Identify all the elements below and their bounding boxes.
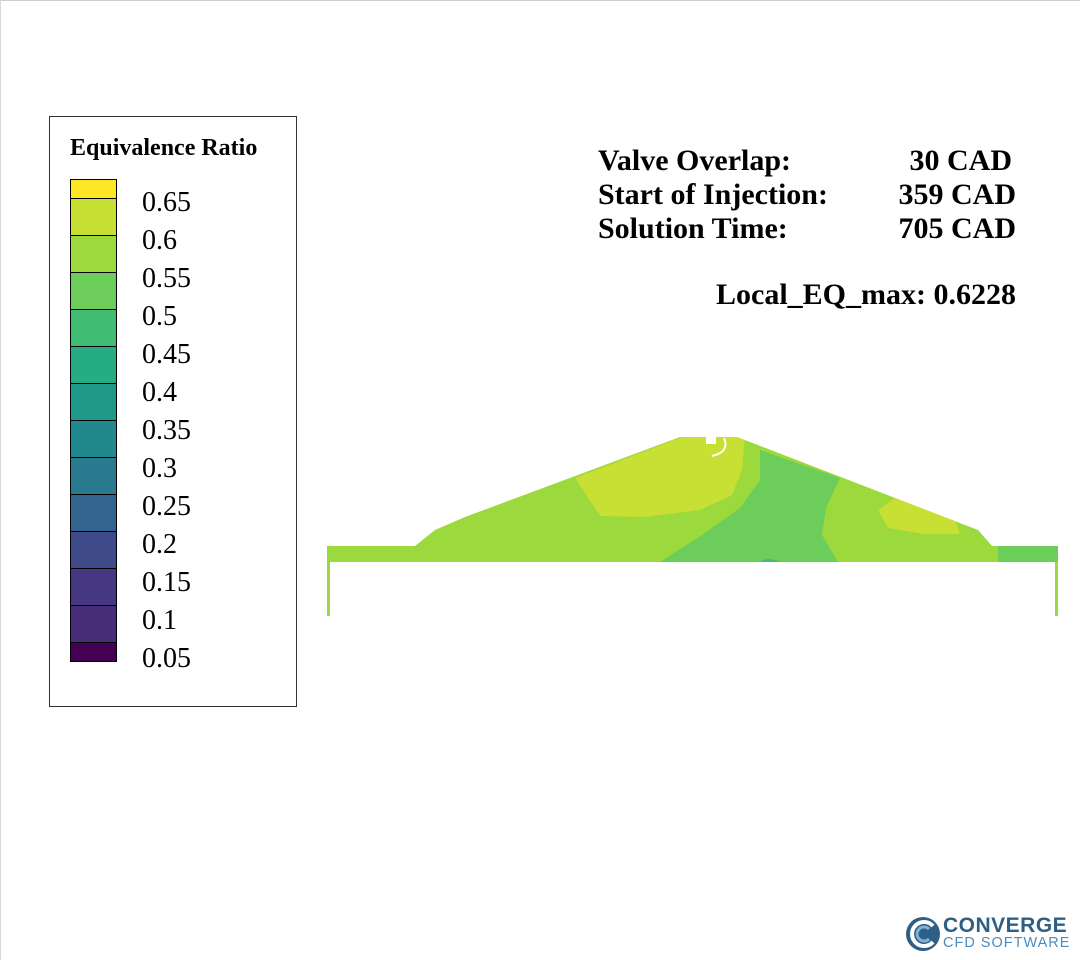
start-injection-value: 359 CAD bbox=[898, 178, 1017, 211]
contour-fill bbox=[327, 437, 1058, 562]
contour-region-050 bbox=[660, 450, 840, 562]
valve-overlap-label: Valve Overlap: bbox=[598, 144, 792, 177]
contour-region-060-right bbox=[878, 498, 960, 534]
logo-wordmark: CONVERGE bbox=[943, 914, 1068, 937]
colorbar-swatch bbox=[70, 272, 117, 310]
start-injection-row: Start of Injection: 359 CAD bbox=[598, 178, 1018, 212]
local-eq-max: Local_EQ_max: 0.6228 bbox=[716, 278, 1016, 311]
solution-time-value: 705 CAD bbox=[898, 212, 1017, 245]
liner-wall-right bbox=[1055, 562, 1058, 616]
injector-marker bbox=[711, 437, 727, 457]
colorbar-swatch bbox=[70, 235, 117, 273]
colorbar-tick-label: 0.05 bbox=[142, 643, 191, 674]
valve-overlap-row: Valve Overlap: 30 CAD bbox=[598, 144, 1018, 178]
valve-overlap-value: 30 CAD bbox=[909, 144, 1013, 177]
simulation-info: Valve Overlap: 30 CAD Start of Injection… bbox=[598, 144, 1018, 246]
colorbar-swatch bbox=[70, 309, 117, 347]
colorbar-tick-label: 0.4 bbox=[142, 377, 177, 408]
converge-logo-icon bbox=[906, 917, 940, 951]
solution-time-label: Solution Time: bbox=[598, 212, 788, 245]
colorbar-tick-label: 0.25 bbox=[142, 491, 191, 522]
colorbar-swatches bbox=[70, 179, 117, 662]
liner-wall-left bbox=[327, 562, 330, 616]
colorbar-swatch bbox=[70, 198, 117, 236]
colorbar-swatch bbox=[70, 642, 117, 662]
converge-logo: CONVERGE CFD SOFTWARE bbox=[905, 914, 1075, 954]
solution-time-row: Solution Time: 705 CAD bbox=[598, 212, 1018, 246]
colorbar-tick-label: 0.6 bbox=[142, 225, 177, 256]
valve-gap bbox=[706, 437, 716, 444]
colorbar-tick-label: 0.55 bbox=[142, 263, 191, 294]
colorbar-tick-label: 0.3 bbox=[142, 453, 177, 484]
colorbar-tick-label: 0.5 bbox=[142, 301, 177, 332]
colorbar-legend: Equivalence Ratio 0.65 0.6 0.55 0.5 0.45 0.4 0… bbox=[49, 116, 297, 707]
legend-title: Equivalence Ratio bbox=[70, 135, 258, 161]
colorbar-tick-label: 0.1 bbox=[142, 605, 177, 636]
frame-border-left bbox=[0, 0, 1, 960]
contour-region-060-top bbox=[575, 437, 745, 517]
logo-subtitle: CFD SOFTWARE bbox=[943, 935, 1071, 951]
frame-border-top bbox=[0, 0, 1080, 1]
colorbar-swatch bbox=[70, 346, 117, 384]
start-injection-label: Start of Injection: bbox=[598, 178, 828, 211]
colorbar-tick-label: 0.45 bbox=[142, 339, 191, 370]
contour-region-050-right bbox=[998, 546, 1058, 562]
colorbar-tick-label: 0.65 bbox=[142, 187, 191, 218]
colorbar-tick-label: 0.35 bbox=[142, 415, 191, 446]
colorbar-tick-label: 0.15 bbox=[142, 567, 191, 598]
contour-region-045 bbox=[760, 559, 780, 562]
colorbar-swatch bbox=[70, 605, 117, 643]
colorbar-tick-label: 0.2 bbox=[142, 529, 177, 560]
